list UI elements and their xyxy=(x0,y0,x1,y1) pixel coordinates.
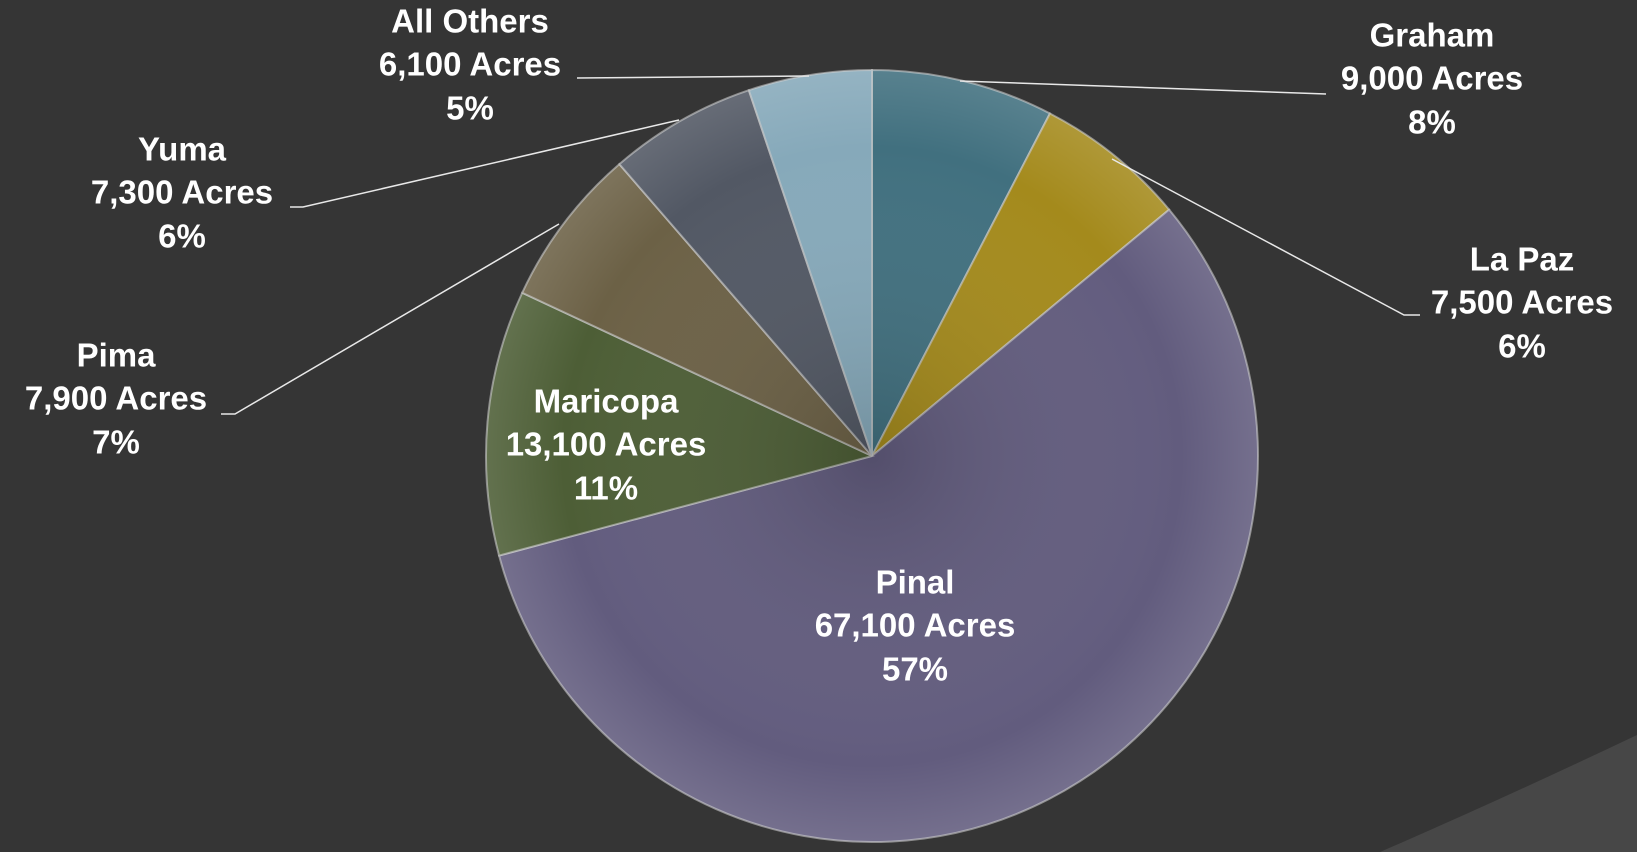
percent-label: 11% xyxy=(574,470,638,507)
decoration xyxy=(1380,735,1637,852)
slice-name: Pinal xyxy=(876,564,955,601)
percent-label: 5% xyxy=(446,90,494,127)
leader-line xyxy=(221,223,560,415)
percent-label: 8% xyxy=(1408,104,1456,141)
slice-name: Maricopa xyxy=(534,383,680,420)
slice-name: Graham xyxy=(1370,17,1495,54)
slice-name: Yuma xyxy=(138,131,227,168)
value-label: 67,100 Acres xyxy=(815,607,1016,644)
percent-label: 57% xyxy=(882,651,948,688)
value-label: 7,500 Acres xyxy=(1431,284,1613,321)
percent-label: 7% xyxy=(92,424,140,461)
slice-name: All Others xyxy=(391,3,549,40)
leader-line xyxy=(576,75,810,79)
value-label: 7,900 Acres xyxy=(25,380,207,417)
slice-name: Pima xyxy=(77,337,157,374)
value-label: 13,100 Acres xyxy=(506,426,707,463)
value-label: 7,300 Acres xyxy=(91,174,273,211)
percent-label: 6% xyxy=(1498,328,1546,365)
percent-label: 6% xyxy=(158,218,206,255)
value-label: 9,000 Acres xyxy=(1341,60,1523,97)
leader-line xyxy=(290,119,680,208)
leader-line xyxy=(1111,158,1420,316)
value-label: 6,100 Acres xyxy=(379,46,561,83)
leader-line xyxy=(959,80,1327,95)
slice-name: La Paz xyxy=(1470,241,1575,278)
leader-lines xyxy=(221,75,1420,415)
